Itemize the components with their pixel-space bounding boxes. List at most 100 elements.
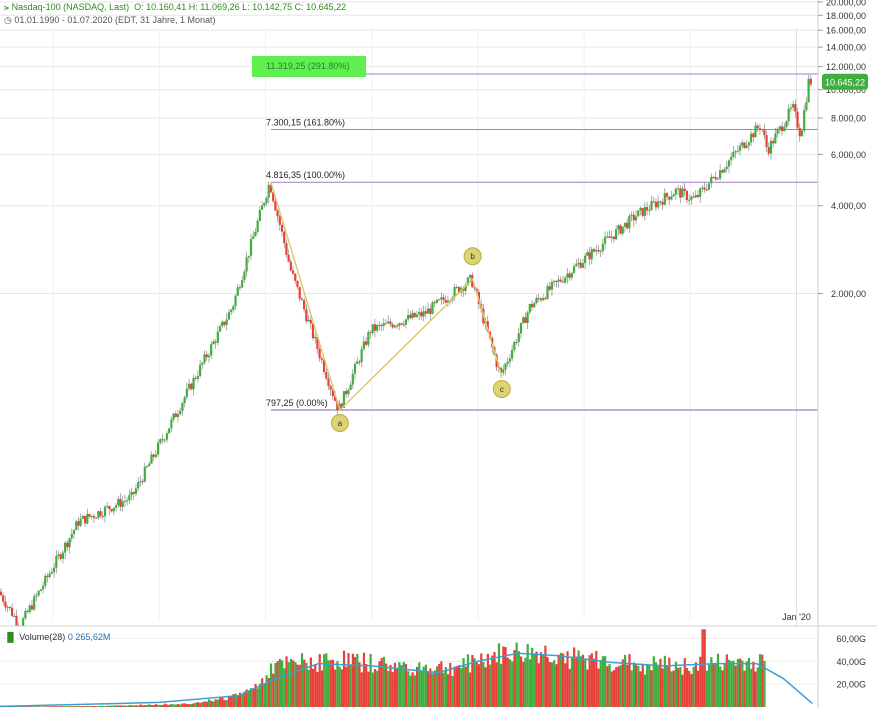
volume-bar — [365, 663, 368, 707]
candle-down — [696, 194, 700, 197]
volume-bar — [482, 662, 485, 707]
candle-up — [639, 207, 642, 211]
volume-bar — [544, 645, 547, 707]
candle-up — [68, 538, 71, 548]
candle-down — [559, 279, 562, 282]
candle-down — [66, 542, 69, 548]
candle-down — [794, 104, 797, 112]
volume-bar — [650, 670, 653, 707]
candle-up — [734, 151, 737, 153]
candle-up — [603, 236, 607, 244]
volume-bar — [161, 704, 164, 707]
volume-bar — [143, 705, 147, 707]
candle-up — [123, 500, 127, 502]
candle-up — [718, 170, 722, 179]
volume-bar — [531, 647, 534, 707]
volume-bar — [177, 704, 180, 707]
candle-down — [424, 311, 427, 314]
candle-up — [81, 515, 84, 519]
candle-down — [756, 125, 759, 129]
volume-bar — [95, 706, 98, 707]
candle-up — [378, 325, 381, 327]
volume-bar — [210, 700, 213, 707]
volume-bar — [238, 692, 242, 707]
candle-up — [606, 236, 609, 238]
volume-bar — [639, 671, 642, 707]
volume-bar — [537, 663, 540, 707]
candle-up — [351, 373, 354, 385]
volume-bar — [754, 671, 757, 707]
candle-up — [376, 325, 379, 331]
candle-down — [30, 605, 34, 610]
candle-up — [776, 129, 779, 134]
volume-bar — [68, 706, 71, 707]
volume-bar — [590, 653, 593, 707]
candle-down — [340, 403, 343, 408]
volume-bar — [464, 666, 467, 707]
candle-up — [37, 590, 40, 596]
candle-down — [537, 298, 540, 300]
volume-bar — [433, 670, 436, 707]
candle-up — [218, 326, 222, 332]
candle-up — [156, 442, 160, 455]
candle-down — [721, 170, 724, 173]
volume-bar — [462, 658, 465, 707]
volume-bar — [108, 705, 111, 707]
candle-down — [809, 78, 812, 85]
candle-up — [674, 188, 677, 195]
volume-bar — [612, 670, 616, 707]
volume-bar — [285, 656, 288, 707]
volume-value: 0 265,62M — [67, 632, 111, 642]
candle-up — [710, 176, 713, 184]
volume-bar — [252, 688, 255, 707]
volume-bar — [455, 665, 458, 707]
volume-bar — [325, 653, 328, 707]
candle-down — [238, 287, 242, 289]
candle-up — [232, 306, 235, 310]
volume-bar — [90, 706, 93, 707]
volume-bar — [511, 661, 514, 707]
candle-up — [688, 199, 691, 201]
candle-up — [362, 341, 365, 350]
candle-down — [205, 354, 208, 358]
candle-down — [294, 273, 297, 281]
candle-up — [570, 272, 573, 278]
candle-up — [163, 439, 166, 441]
candle-down — [373, 324, 377, 331]
candle-up — [22, 618, 25, 628]
volume-bar — [256, 688, 259, 707]
candle-up — [566, 273, 569, 278]
volume-bar — [610, 671, 613, 707]
volume-bar — [39, 706, 43, 707]
volume-bar — [338, 666, 341, 707]
candle-down — [46, 575, 49, 577]
volume-bar — [725, 654, 728, 707]
volume-bar — [595, 650, 598, 707]
candle-down — [108, 506, 111, 510]
volume-bar — [230, 696, 233, 707]
candle-down — [544, 298, 547, 300]
volume-bar — [703, 629, 706, 707]
candle-down — [223, 321, 226, 325]
volume-bar — [216, 699, 220, 707]
candle-down — [334, 396, 337, 401]
candle-down — [765, 135, 768, 148]
candle-down — [555, 280, 558, 282]
candle-down — [316, 336, 319, 349]
volume-bar — [185, 703, 189, 707]
candle-down — [99, 511, 102, 517]
volume-bar — [665, 665, 669, 707]
volume-bar — [458, 665, 461, 707]
candle-up — [39, 589, 42, 591]
candle-down — [668, 196, 671, 200]
candle-up — [803, 110, 806, 131]
candle-up — [106, 506, 109, 508]
volume-bar — [181, 703, 184, 707]
candle-down — [588, 252, 591, 260]
candle-down — [420, 312, 423, 317]
volume-bar — [519, 656, 523, 707]
candle-up — [148, 463, 151, 467]
volume-bar — [148, 704, 151, 707]
candle-up — [599, 251, 602, 253]
